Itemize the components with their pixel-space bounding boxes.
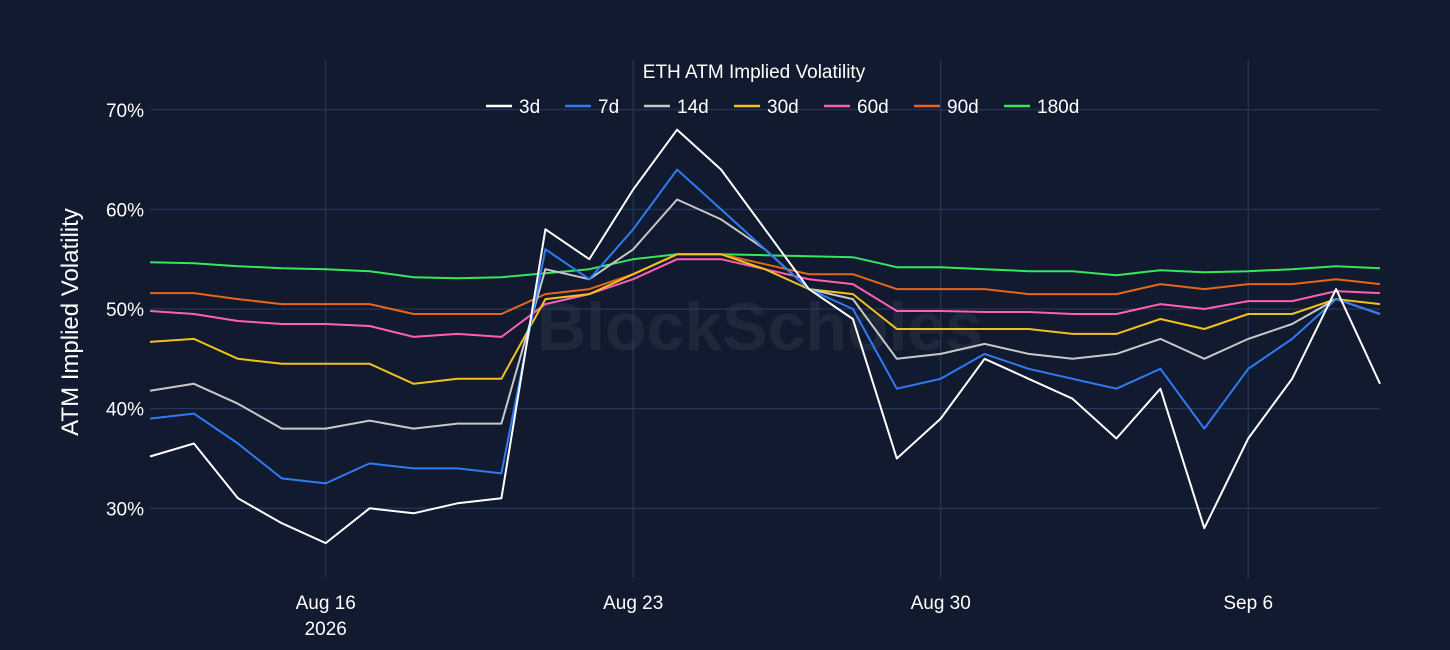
legend-label-90d: 90d xyxy=(947,97,979,118)
watermark: BlockScholes xyxy=(537,289,983,365)
legend-label-180d: 180d xyxy=(1037,97,1079,118)
legend: 3d 7d 14d 30d 60d 90d 180d xyxy=(486,97,1079,118)
series-line-30d xyxy=(149,253,1381,385)
series-line-3d xyxy=(149,128,1381,545)
series-lines xyxy=(149,128,1381,545)
chart-title: ETH ATM Implied Volatility xyxy=(643,62,866,83)
x-tick-label: Aug 16 xyxy=(296,593,356,614)
legend-label-30d: 30d xyxy=(767,97,799,118)
y-tick-label: 50% xyxy=(106,300,144,321)
legend-label-7d: 7d xyxy=(598,97,619,118)
legend-label-14d: 14d xyxy=(677,97,709,118)
series-line-180d xyxy=(149,253,1381,280)
x-tick-label: Aug 23 xyxy=(603,593,663,614)
y-tick-label: 30% xyxy=(106,499,144,520)
y-tick-label: 70% xyxy=(106,101,144,122)
x-tick-label: Sep 6 xyxy=(1223,593,1273,614)
x-tick-year-label: 2026 xyxy=(305,619,347,640)
grid xyxy=(150,60,1380,578)
y-axis-label: ATM Implied Volatility xyxy=(57,208,84,436)
y-axis-ticks: 30% 40% 50% 60% 70% xyxy=(106,101,144,520)
legend-label-60d: 60d xyxy=(857,97,889,118)
x-axis-ticks: Aug 16 2026 Aug 23 Aug 30 Sep 6 xyxy=(296,593,1273,640)
series-line-90d xyxy=(150,253,1381,315)
y-tick-label: 60% xyxy=(106,200,144,221)
x-tick-label: Aug 30 xyxy=(911,593,971,614)
series-line-7d xyxy=(149,168,1381,485)
y-tick-label: 40% xyxy=(106,400,144,421)
legend-label-3d: 3d xyxy=(519,97,540,118)
